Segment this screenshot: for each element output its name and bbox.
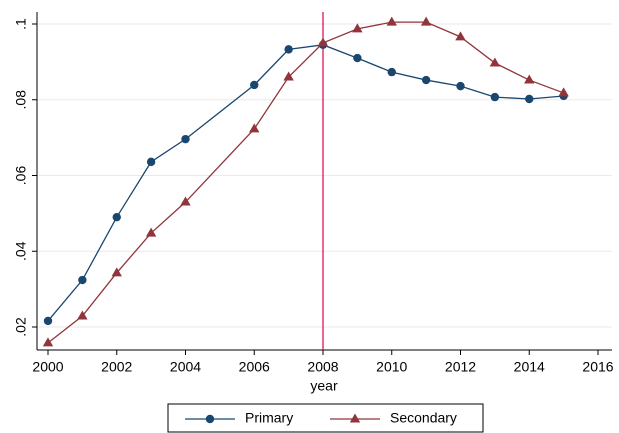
marker [387, 67, 396, 77]
marker [43, 316, 53, 326]
marker [284, 45, 293, 54]
x-tick-label: 2016 [582, 359, 613, 375]
marker [558, 87, 569, 97]
marker [349, 413, 361, 423]
marker [490, 92, 500, 102]
x-tick-label: 2008 [307, 359, 338, 375]
marker [352, 23, 363, 33]
marker [146, 157, 156, 167]
marker [145, 227, 157, 237]
marker [353, 53, 362, 63]
marker [420, 16, 432, 26]
x-axis-title: year [310, 378, 338, 394]
y-tick-label: .08 [13, 90, 29, 110]
marker [180, 196, 191, 206]
x-tick-label: 2012 [445, 359, 476, 375]
series-line [47, 44, 564, 322]
marker [386, 16, 397, 26]
legend-box [167, 403, 484, 433]
y-tick-label: .04 [13, 241, 29, 261]
x-tick-label: 2006 [239, 359, 270, 375]
marker [111, 267, 122, 277]
y-tick-label: .06 [13, 166, 29, 186]
y-tick-label: .02 [13, 317, 29, 337]
legend-label: Secondary [390, 410, 457, 426]
y-tick-label: .1 [13, 18, 29, 30]
x-tick-label: 2014 [514, 359, 545, 375]
marker [421, 75, 431, 85]
marker [455, 31, 466, 41]
marker [78, 275, 87, 285]
series-line [47, 21, 564, 344]
marker [77, 310, 88, 320]
marker [525, 94, 534, 104]
legend-label: Primary [245, 410, 293, 426]
marker [250, 80, 259, 90]
marker [317, 37, 329, 47]
marker [42, 337, 54, 347]
x-tick-label: 2002 [101, 359, 132, 375]
marker [489, 57, 501, 67]
marker [456, 81, 465, 91]
marker [112, 212, 121, 222]
x-tick-label: 2000 [32, 359, 63, 375]
marker [283, 71, 294, 81]
marker [524, 74, 535, 84]
marker [181, 134, 190, 144]
x-tick-label: 2004 [170, 359, 201, 375]
marker [249, 123, 260, 133]
marker [205, 414, 215, 424]
x-tick-label: 2010 [376, 359, 407, 375]
